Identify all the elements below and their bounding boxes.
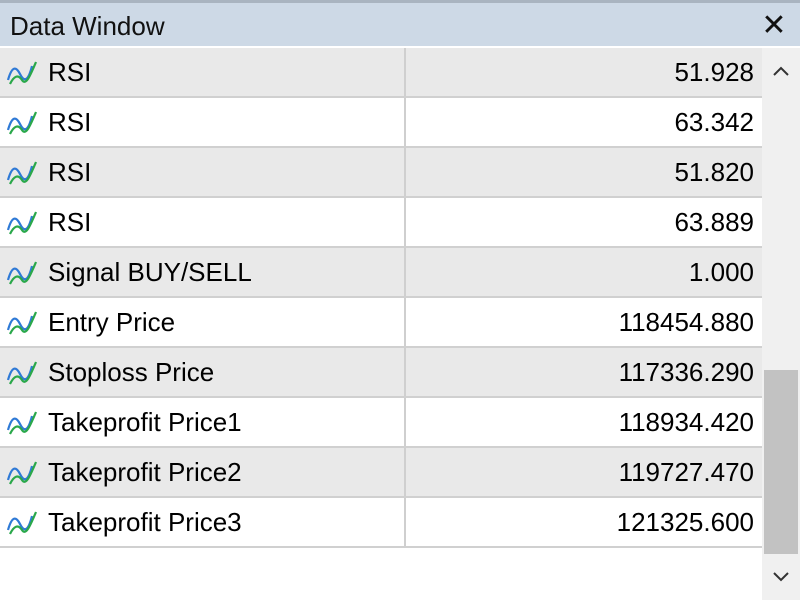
row-value: 51.928 (674, 56, 754, 87)
row-value: 117336.290 (618, 356, 754, 387)
list-item[interactable]: Takeprofit Price3 121325.600 (0, 498, 762, 548)
row-name: Takeprofit Price1 (48, 406, 242, 437)
data-list: RSI 51.928 RSI 63.342 RSI 51.820 RSI 63.889 Sign… (0, 48, 762, 548)
indicator-line-icon (6, 61, 38, 85)
row-value: 1.000 (688, 256, 754, 287)
list-item[interactable]: Takeprofit Price2 119727.470 (0, 448, 762, 498)
list-item[interactable]: Entry Price 118454.880 (0, 298, 762, 348)
list-item[interactable]: RSI 51.820 (0, 148, 762, 198)
row-name-cell: RSI (0, 48, 406, 96)
row-name: Stoploss Price (48, 356, 215, 387)
indicator-line-icon (6, 361, 38, 385)
row-value: 118934.420 (618, 406, 754, 437)
row-name: Takeprofit Price2 (48, 456, 242, 487)
title-bar: Data Window ✕ (0, 0, 800, 46)
row-name: Signal BUY/SELL (48, 256, 252, 287)
scroll-down-button[interactable] (762, 554, 800, 600)
indicator-line-icon (6, 211, 38, 235)
row-name: RSI (48, 56, 92, 87)
vertical-scrollbar[interactable] (762, 48, 800, 600)
row-name: RSI (48, 106, 92, 137)
row-value: 63.889 (674, 206, 754, 237)
scroll-up-button[interactable] (762, 48, 800, 94)
row-name: Entry Price (48, 306, 176, 337)
indicator-line-icon (6, 161, 38, 185)
row-name: RSI (48, 156, 92, 187)
list-item[interactable]: RSI 63.342 (0, 98, 762, 148)
indicator-line-icon (6, 511, 38, 535)
indicator-line-icon (6, 411, 38, 435)
row-name: RSI (48, 206, 92, 237)
row-name-cell: RSI (0, 98, 406, 146)
indicator-line-icon (6, 111, 38, 135)
indicator-line-icon (6, 261, 38, 285)
row-value: 51.820 (674, 156, 754, 187)
list-item[interactable]: Stoploss Price 117336.290 (0, 348, 762, 398)
row-name-cell: Takeprofit Price3 (0, 498, 406, 546)
row-name-cell: RSI (0, 148, 406, 196)
row-name-cell: Signal BUY/SELL (0, 248, 406, 296)
list-item[interactable]: Signal BUY/SELL 1.000 (0, 248, 762, 298)
row-name-cell: Takeprofit Price2 (0, 448, 406, 496)
scrollbar-thumb[interactable] (764, 370, 798, 554)
indicator-line-icon (6, 461, 38, 485)
row-value: 63.342 (674, 106, 754, 137)
list-item[interactable]: RSI 63.889 (0, 198, 762, 248)
row-name-cell: Stoploss Price (0, 348, 406, 396)
chevron-up-icon (773, 66, 789, 76)
row-name-cell: Entry Price (0, 298, 406, 346)
window-title: Data Window (10, 11, 165, 41)
row-value: 119727.470 (618, 456, 754, 487)
list-item[interactable]: Takeprofit Price1 118934.420 (0, 398, 762, 448)
row-name: Takeprofit Price3 (48, 506, 242, 537)
list-item[interactable]: RSI 51.928 (0, 48, 762, 98)
row-name-cell: Takeprofit Price1 (0, 398, 406, 446)
row-value: 118454.880 (618, 306, 754, 337)
indicator-line-icon (6, 311, 38, 335)
close-icon[interactable]: ✕ (761, 8, 787, 42)
chevron-down-icon (773, 572, 789, 582)
row-value: 121325.600 (616, 506, 754, 537)
row-name-cell: RSI (0, 198, 406, 246)
